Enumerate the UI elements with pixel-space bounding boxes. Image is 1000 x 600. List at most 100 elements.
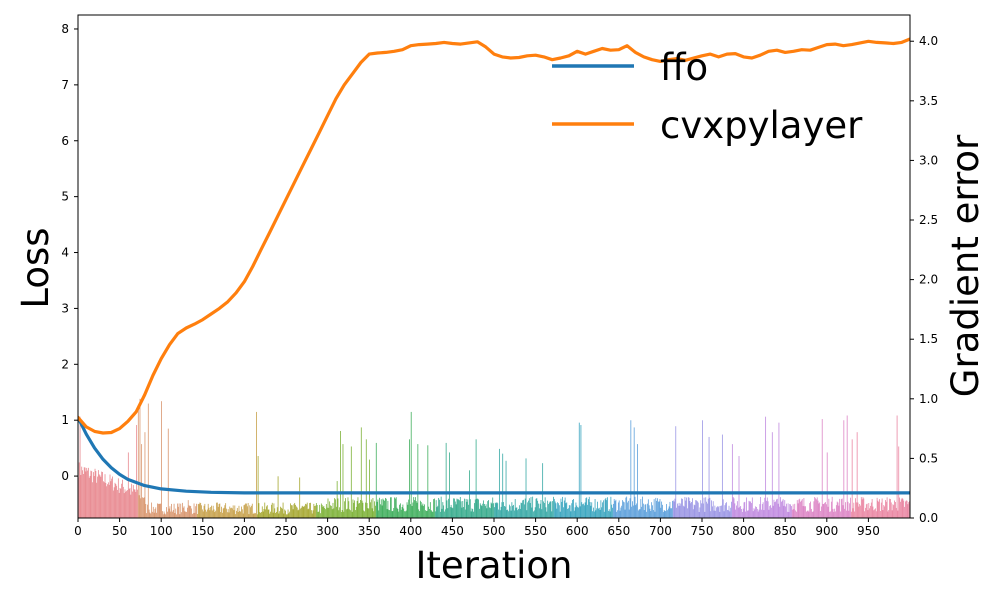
gradient-error-bar (513, 504, 514, 518)
gradient-error-bar (130, 494, 132, 518)
gradient-error-bar (94, 468, 96, 518)
gradient-error-bar (295, 506, 297, 518)
gradient-error-bar (553, 498, 555, 518)
gradient-error-bar (880, 502, 882, 518)
gradient-error-bar (305, 503, 306, 518)
gradient-error-bar (642, 496, 643, 518)
gradient-error-bar (503, 502, 504, 518)
gradient-error-bar (349, 509, 351, 518)
gradient-error-bar (419, 500, 421, 518)
gradient-error-bar (494, 502, 496, 518)
gradient-error-bar (804, 506, 806, 518)
gradient-error-bar (248, 514, 250, 518)
gradient-error-bar (529, 503, 531, 518)
gradient-error-bar (252, 513, 254, 518)
gradient-error-bar (708, 436, 710, 518)
gradient-error-bar (526, 510, 528, 518)
gradient-error-bar (859, 504, 861, 518)
gradient-error-bar (453, 498, 455, 518)
gradient-error-bar (857, 502, 859, 518)
gradient-error-bar (365, 439, 367, 518)
gradient-error-bar (703, 497, 705, 518)
gradient-error-bar (845, 502, 846, 518)
series-line-cvxpylayer (78, 37, 910, 435)
gradient-error-bar (259, 512, 261, 518)
gradient-error-bar (632, 501, 633, 518)
gradient-error-bar (124, 489, 126, 518)
gradient-error-bar (375, 505, 376, 518)
y-tick-label: 8 (61, 22, 69, 36)
gradient-error-bar (474, 503, 475, 518)
gradient-error-bar (328, 507, 330, 518)
gradient-error-bar (315, 503, 317, 518)
gradient-error-bar (660, 507, 662, 518)
gradient-error-bar (272, 512, 274, 518)
gradient-error-bar (875, 508, 876, 518)
gradient-error-bar (569, 505, 571, 518)
gradient-error-bar (642, 503, 644, 518)
gradient-error-bar (565, 503, 567, 518)
gradient-error-bar (860, 505, 861, 518)
gradient-error-bar (82, 470, 83, 518)
gradient-error-bar (813, 501, 815, 518)
gradient-error-bar (879, 499, 881, 518)
gradient-error-bar (427, 445, 429, 518)
gradient-error-bar (279, 511, 281, 518)
gradient-error-bar (701, 503, 702, 518)
gradient-error-bar (104, 474, 106, 518)
gradient-error-bar (105, 482, 107, 518)
gradient-error-bar (270, 511, 271, 518)
gradient-error-bar (689, 500, 691, 518)
gradient-error-bar (127, 452, 129, 518)
gradient-error-bar (523, 504, 525, 518)
gradient-error-bar (840, 499, 842, 518)
gradient-error-bar (746, 510, 748, 518)
gradient-error-bar (141, 444, 143, 518)
gradient-error-bar (232, 505, 234, 518)
gradient-error-bar (697, 501, 698, 518)
gradient-error-bar (587, 504, 588, 518)
gradient-error-bar (895, 507, 897, 518)
gradient-error-bar (794, 503, 796, 518)
gradient-error-bar (713, 510, 715, 518)
gradient-error-bar (874, 509, 876, 518)
gradient-error-bar (664, 510, 666, 518)
gradient-error-bar (300, 507, 302, 518)
gradient-error-bar (842, 505, 844, 518)
gradient-error-bar (573, 510, 575, 518)
gradient-error-bar (448, 498, 450, 518)
gradient-error-bar (400, 509, 402, 518)
gradient-error-bar (502, 453, 504, 518)
gradient-error-bar (394, 497, 395, 518)
gradient-error-bar (213, 509, 215, 518)
gradient-error-bar (775, 501, 777, 518)
gradient-error-bar (249, 505, 251, 518)
gradient-error-bar (820, 506, 822, 518)
gradient-error-bar (612, 503, 614, 518)
gradient-error-bar (255, 513, 257, 518)
gradient-error-bar (93, 476, 95, 518)
legend: ffo cvxpylayer (552, 46, 863, 147)
x-tick-label: 50 (112, 524, 127, 538)
gradient-error-bar (385, 498, 387, 518)
gradient-error-bar (236, 507, 238, 518)
gradient-error-bar (549, 501, 551, 518)
gradient-error-bar (627, 500, 629, 518)
gradient-error-bar (344, 501, 346, 518)
gradient-error-bar (699, 507, 701, 518)
gradient-error-bar (372, 498, 374, 518)
gradient-error-bar (230, 508, 232, 518)
gradient-error-bar (872, 506, 874, 518)
gradient-error-bar (289, 511, 291, 518)
gradient-error-bar (511, 502, 513, 518)
gradient-error-bar (716, 506, 718, 518)
gradient-error-bar (374, 501, 375, 518)
gradient-error-bar (488, 500, 489, 518)
gradient-error-bar (356, 500, 358, 518)
gradient-error-bar (677, 505, 679, 518)
gradient-error-bar (789, 504, 791, 518)
gradient-error-bar (256, 411, 257, 518)
gradient-error-bar (571, 503, 573, 518)
gradient-error-bar (544, 497, 546, 518)
